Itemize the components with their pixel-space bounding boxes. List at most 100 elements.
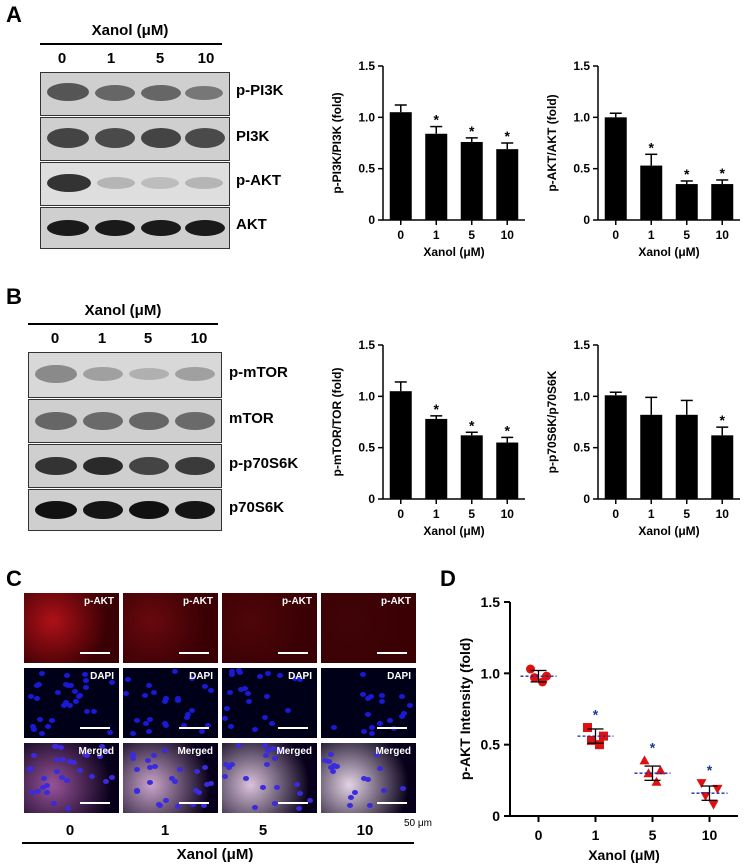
micro-divider [22, 842, 414, 844]
bar-0 [604, 117, 627, 220]
panel-label-c: C [6, 566, 22, 591]
blot-a-conc-5: 5 [155, 50, 165, 67]
blot-b-conc-1: 1 [97, 330, 107, 347]
blot-p-p70s6k [28, 444, 222, 488]
scale-bar [179, 727, 209, 729]
y-tick-label: 1.0 [358, 110, 375, 124]
data-point [651, 776, 662, 786]
micrograph-label: Merged [78, 746, 114, 757]
y-tick-label: 0 [368, 492, 375, 506]
x-tick-label: 1 [433, 228, 440, 242]
data-point [530, 673, 539, 683]
y-tick-label: 0 [492, 808, 500, 824]
micrograph-grid: p-AKT p-AKT p-AKT p-AKT DAPI DAPI DAPI DAPI Merg… [24, 593, 419, 813]
blot-label-pi3k: PI3K [236, 128, 270, 145]
y-tick-label: 1.0 [481, 665, 501, 681]
x-tick-label: 0 [612, 228, 619, 242]
x-tick-label: 10 [501, 228, 515, 242]
blot-b-xanol-title: Xanol (μM) [84, 302, 162, 319]
x-tick-label: 5 [683, 228, 690, 242]
y-tick-label: 1.5 [358, 338, 375, 352]
x-tick-label: 10 [716, 507, 730, 521]
x-tick-label: 5 [649, 827, 657, 843]
panel-label-a: A [6, 2, 22, 27]
bar-10 [711, 184, 734, 220]
data-point [583, 723, 592, 733]
scale-bar [377, 802, 407, 804]
blot-a-conc-1: 1 [106, 50, 116, 67]
y-tick-label: 0 [583, 492, 590, 506]
x-tick-label: 1 [648, 228, 655, 242]
micro-conc-10: 10 [356, 822, 374, 839]
micrograph-label: p-AKT [183, 596, 213, 607]
chart-p-pi3k: 0 0.5 1.0 1.5 0 * 1 * 5 * 10 Xanol (μM) p-PI3K/PI3K … [330, 59, 525, 259]
significance-star: * [650, 739, 656, 755]
x-tick-label: 5 [683, 507, 690, 521]
chart-p-mtor: 0 0.5 1.0 1.5 0 * 1 * 5 * 10 Xanol (μM) p-mTOR/TOR (… [330, 338, 525, 538]
blot-p-pi3k [40, 72, 230, 116]
bar-5 [460, 141, 483, 220]
y-tick-label: 1.5 [573, 59, 590, 73]
y-tick-label: 0 [583, 213, 590, 227]
micrograph-dapi-10: DAPI [321, 668, 416, 738]
blot-a-conc-0: 0 [57, 50, 67, 67]
data-point [700, 792, 711, 802]
bar-0 [604, 395, 627, 499]
micrograph-merged-10: Merged [321, 743, 416, 813]
micrograph-label: Merged [276, 746, 312, 757]
significance-star: * [469, 123, 475, 139]
micrograph-dapi-1: DAPI [123, 668, 218, 738]
blot-a-divider [40, 43, 222, 45]
data-point [708, 800, 719, 810]
y-tick-label: 0.5 [358, 162, 375, 176]
blot-label-akt: AKT [236, 216, 267, 233]
blot-pi3k [40, 117, 230, 161]
significance-star: * [684, 166, 690, 182]
significance-star: * [720, 412, 726, 428]
micro-conc-5: 5 [258, 822, 268, 839]
y-tick-label: 1.0 [358, 389, 375, 403]
scale-bar [80, 652, 110, 654]
blot-b-conc-5: 5 [143, 330, 153, 347]
micrograph-label: Merged [177, 746, 213, 757]
chart-p-p70s6k: 0 0.5 1.0 1.5 0 1 5 * 10 Xanol (μM) p-p70S6K/p70S6… [545, 338, 740, 538]
micrograph-p-akt-5: p-AKT [222, 593, 317, 663]
y-tick-label: 0.5 [481, 737, 501, 753]
micro-conc-1: 1 [160, 822, 170, 839]
x-tick-label: 5 [468, 228, 475, 242]
blot-label-p70s6k: p70S6K [229, 499, 285, 516]
bar-5 [675, 184, 698, 220]
y-axis-label: p-mTOR/TOR (fold) [330, 368, 344, 477]
y-tick-label: 0.5 [573, 441, 590, 455]
micrograph-dapi-5: DAPI [222, 668, 317, 738]
blot-label-mtor: mTOR [229, 410, 274, 427]
bar-1 [640, 414, 663, 499]
x-tick-label: 5 [468, 507, 475, 521]
blot-label-p-p70s6k: p-p70S6K [229, 455, 299, 472]
x-axis-label: Xanol (μM) [638, 524, 699, 538]
y-tick-label: 0.5 [573, 162, 590, 176]
bar-5 [460, 435, 483, 499]
blot-label-p-pi3k: p-PI3K [236, 82, 284, 99]
scale-bar [179, 652, 209, 654]
blot-label-p-mtor: p-mTOR [229, 364, 288, 381]
y-tick-label: 1.5 [481, 594, 501, 610]
scale-bar [179, 802, 209, 804]
micrograph-label: DAPI [189, 671, 213, 682]
y-tick-label: 1.0 [573, 389, 590, 403]
y-axis-label: p-p70S6K/p70S6K [545, 370, 559, 473]
blot-p-akt [40, 162, 230, 206]
micrograph-merged-0: Merged [24, 743, 119, 813]
x-axis-label: Xanol (μM) [423, 245, 484, 259]
micrograph-merged-1: Merged [123, 743, 218, 813]
data-point [639, 755, 650, 765]
significance-star: * [707, 762, 713, 778]
micrograph-p-akt-1: p-AKT [123, 593, 218, 663]
significance-star: * [720, 165, 726, 181]
micrograph-merged-5: Merged [222, 743, 317, 813]
significance-star: * [593, 707, 599, 723]
data-point [696, 779, 707, 789]
scale-bar [278, 652, 308, 654]
micrograph-label: DAPI [288, 671, 312, 682]
panel-label-d: D [440, 566, 456, 591]
